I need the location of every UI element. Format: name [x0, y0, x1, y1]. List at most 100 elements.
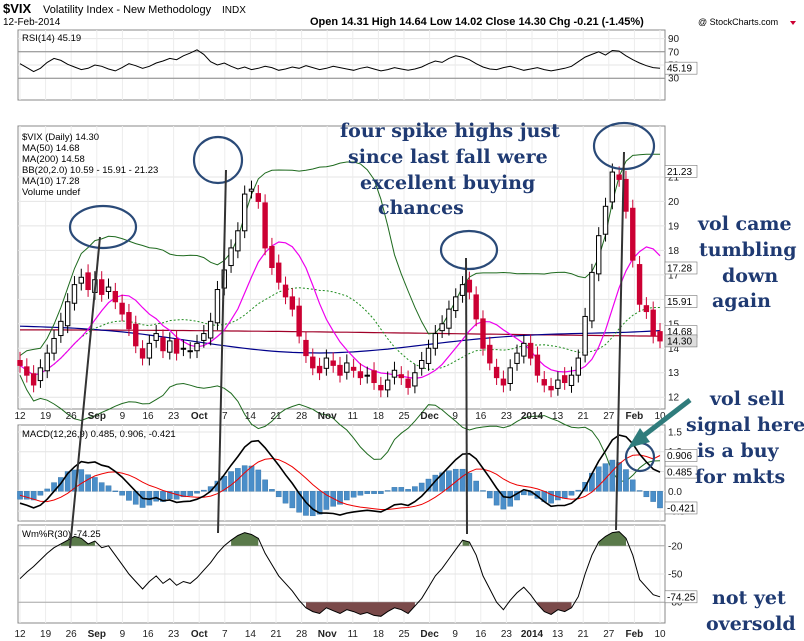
spike-line-2	[217, 169, 227, 534]
macd-histogram-bar	[459, 468, 466, 492]
candle-body	[24, 366, 30, 376]
willr-legend: Wm%R(30) -74.25	[22, 529, 101, 540]
x-tick-label: 14	[245, 629, 257, 640]
candle-body	[589, 271, 595, 322]
candle-body	[119, 302, 125, 315]
macd-histogram-bar	[262, 479, 268, 492]
willr-line	[19, 531, 661, 617]
x-tick-label: 7	[222, 411, 228, 422]
annotation-oversold-line2: oversold	[706, 613, 796, 635]
candle-body	[473, 294, 479, 320]
candle-body	[459, 284, 466, 296]
x-tick-label: 26	[66, 629, 78, 640]
x-tick-label: 28	[296, 629, 308, 640]
legend-ma50: MA(50) 14.68	[22, 143, 80, 154]
candle-body	[78, 276, 84, 284]
candle-body	[323, 357, 330, 369]
macd-signal-line	[19, 454, 661, 510]
legend-ma10: MA(10) 17.28	[22, 176, 80, 187]
x-tick-label: 19	[40, 411, 52, 422]
candle-body	[160, 337, 166, 352]
candle-body	[527, 342, 534, 359]
candle-body	[44, 352, 50, 372]
rsi-tag: 45.19	[667, 64, 692, 75]
macd-histogram-bar	[64, 471, 71, 492]
x-tick-label: 26	[66, 411, 78, 422]
annotation-tumbling-line3: down	[722, 265, 778, 287]
annotation-spikes-line2: since last fall were	[348, 146, 548, 168]
candle-body	[337, 364, 343, 376]
candle-body	[207, 320, 214, 339]
macd-histogram-bar	[561, 491, 568, 499]
price-4-tag-box	[664, 334, 698, 348]
exchange-label: INDX	[222, 5, 246, 16]
x-tick-label: 28	[296, 411, 308, 422]
candle-body	[521, 342, 527, 357]
price-0-tag-box	[664, 165, 698, 178]
macd-histogram-bar	[289, 491, 296, 509]
candle-body	[602, 205, 609, 235]
candle-body	[187, 350, 193, 353]
x-tick-label: 13	[552, 411, 564, 422]
x-tick-label: Oct	[191, 629, 208, 640]
candle-body	[248, 188, 255, 192]
macd-histogram-bar	[500, 491, 507, 510]
candle-body	[609, 171, 616, 203]
x-tick-label: 14	[245, 411, 257, 422]
x-tick-label: 19	[40, 629, 52, 640]
macd-histogram-bar	[221, 476, 228, 492]
candle-body	[262, 202, 268, 249]
candle-body	[500, 378, 507, 386]
candle-body	[17, 360, 23, 366]
candle-body	[514, 352, 520, 364]
candle-body	[269, 245, 275, 269]
macd-histogram-bar	[575, 489, 582, 492]
x-tick-label: 21	[270, 411, 282, 422]
candle-body	[507, 367, 513, 385]
price-y-tick: 15	[668, 319, 680, 330]
candle-body	[657, 331, 663, 342]
macd-legend-text: MACD(12,26,9) 0.485, 0.906, -0.421	[22, 429, 176, 440]
annotation-oversold: not yet oversold	[706, 587, 796, 635]
price-y-tick: 18	[668, 246, 680, 257]
candle-body	[58, 320, 64, 337]
candle-body	[453, 296, 459, 312]
index-name: Volatility Index - New Methodology	[43, 4, 212, 16]
macd-histogram-bar	[609, 459, 616, 492]
macd-histogram-bar	[493, 491, 500, 506]
candle-body	[419, 360, 425, 369]
candle-body	[296, 305, 302, 337]
x-tick-label: 11	[348, 629, 359, 640]
macd-histogram-bar	[480, 490, 486, 492]
x-tick-label: Feb	[626, 629, 644, 640]
candle-body	[568, 374, 575, 386]
candle-body	[30, 373, 37, 386]
x-tick-label: 12	[14, 411, 26, 422]
candle-body	[51, 337, 57, 354]
price-1-tag: 17.28	[667, 263, 692, 274]
candle-body	[153, 333, 159, 341]
macd-histogram-bar	[269, 489, 275, 492]
rsi-line	[19, 49, 661, 73]
candle-body	[276, 262, 282, 283]
macd-histogram-bar	[344, 491, 350, 501]
x-tick-label: 10	[654, 629, 666, 640]
x-tick-label: Nov	[318, 411, 337, 422]
x-tick-label: 9	[452, 629, 458, 640]
macd-histogram-bar	[309, 491, 316, 517]
macd-histogram-bar	[337, 491, 343, 505]
x-tick-label: Sep	[88, 411, 106, 422]
macd-0-tag: 0.906	[667, 451, 692, 462]
candle-body	[350, 366, 357, 371]
macd-y-tick: 1.5	[668, 427, 682, 438]
macd-line	[19, 434, 661, 516]
macd-histogram-bar	[595, 466, 602, 492]
x-tick-label: 27	[603, 629, 615, 640]
x-tick-label: 23	[168, 411, 180, 422]
macd-histogram-bar	[364, 491, 371, 494]
rsi-legend-text: RSI(14) 45.19	[22, 33, 81, 44]
price-legend: $VIX (Daily) 14.30 MA(50) 14.68 MA(200) …	[22, 132, 158, 198]
x-tick-label: Feb	[626, 411, 644, 422]
willr-oversold-fill	[306, 602, 415, 617]
